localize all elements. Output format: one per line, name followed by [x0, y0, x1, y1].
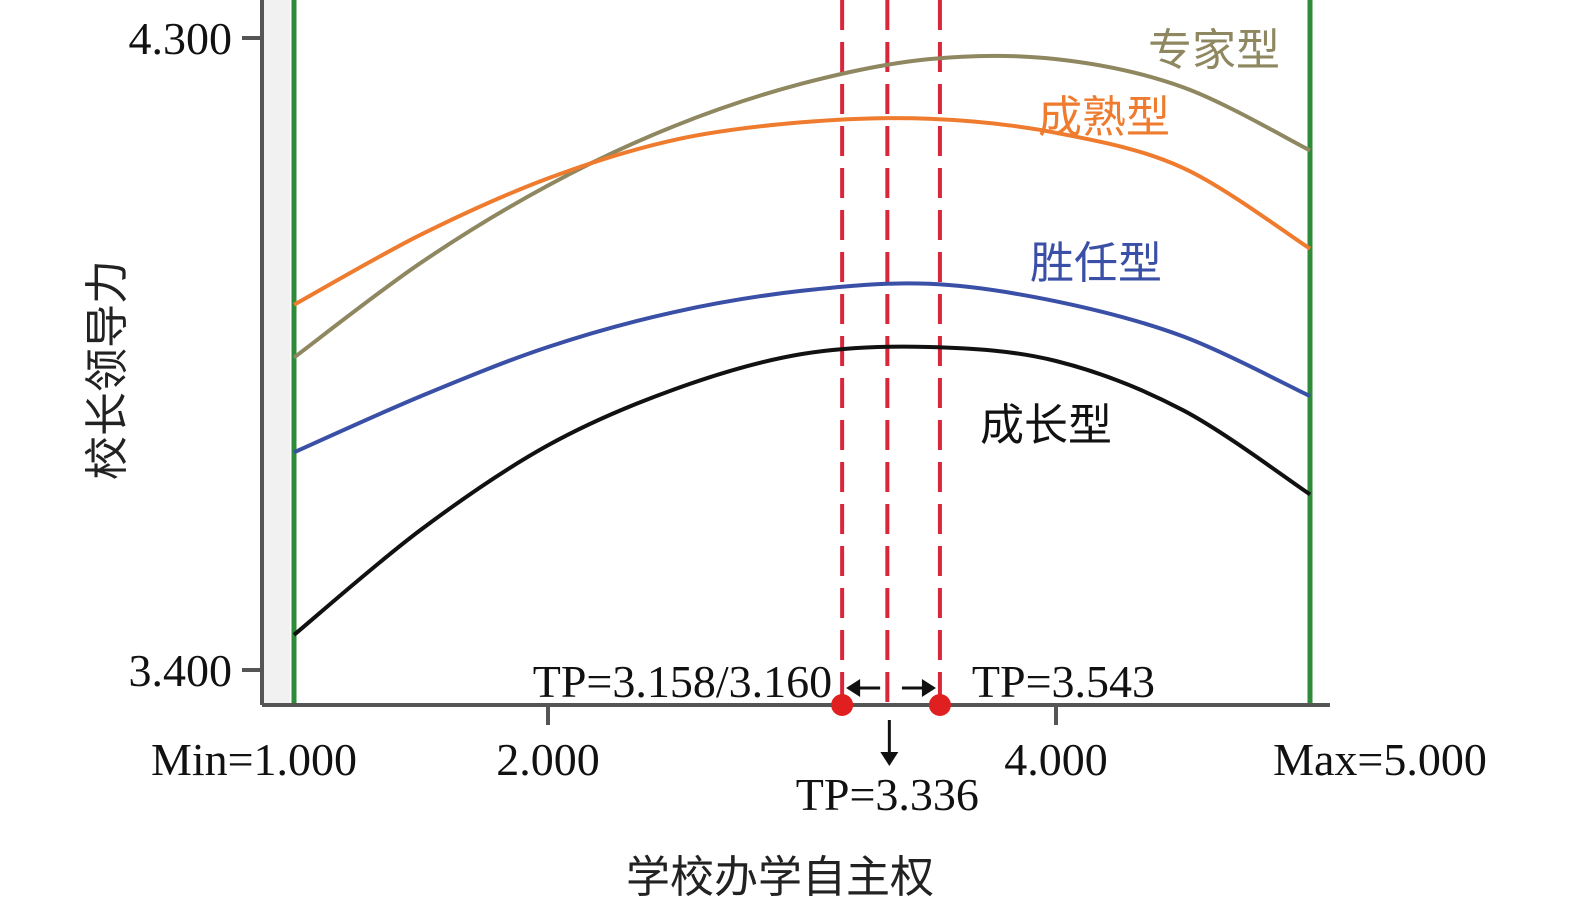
series-line-4 [292, 344, 1312, 637]
plot-left-strip [264, 0, 290, 705]
series-label-4: 成长型 [980, 400, 1112, 451]
turning-point-markers [831, 679, 951, 766]
series-line-2 [293, 116, 1312, 307]
left-arrow-head [846, 679, 861, 697]
turning-point-lines [840, 0, 942, 705]
turning-point-label-1: TP=3.158/3.160 [533, 656, 832, 707]
series-line-1 [292, 53, 1311, 360]
x-tick-label-3: 4.000 [1004, 734, 1108, 785]
x-tick-label-2: 2.000 [496, 734, 600, 785]
plot-background [262, 0, 1314, 705]
right-arrow-head [921, 679, 936, 697]
series-line-3 [293, 281, 1311, 455]
turning-point-label-3: TP=3.543 [972, 656, 1155, 707]
series-lines [292, 53, 1312, 637]
x-axis-title: 学校办学自主权 [626, 852, 934, 903]
series-label-2: 成熟型 [1038, 92, 1170, 143]
series-label-3: 胜任型 [1030, 238, 1162, 289]
turning-point-marker-2 [928, 694, 951, 716]
turning-point-marker-1 [831, 694, 854, 716]
down-arrow-head [880, 752, 899, 766]
y-tick-label-1: 4.300 [129, 13, 233, 64]
x-tick-label-1: Min=1.000 [151, 734, 357, 785]
x-tick-label-4: Max=5.000 [1273, 734, 1487, 785]
axes [242, 0, 1330, 725]
boundary-lines [291, 0, 1313, 705]
tick-labels: 4.300 3.400 Min=1.000 2.000 4.000 Max=5.000 [129, 13, 1487, 785]
y-tick-label-2: 3.400 [129, 645, 233, 696]
plot-area [262, 0, 1314, 705]
y-axis-title: 校长领导力 [82, 260, 133, 480]
turning-point-labels: TP=3.158/3.160 TP=3.336 TP=3.543 [533, 656, 1155, 820]
turning-point-label-2: TP=3.336 [796, 769, 979, 820]
series-label-1: 专家型 [1148, 25, 1280, 76]
